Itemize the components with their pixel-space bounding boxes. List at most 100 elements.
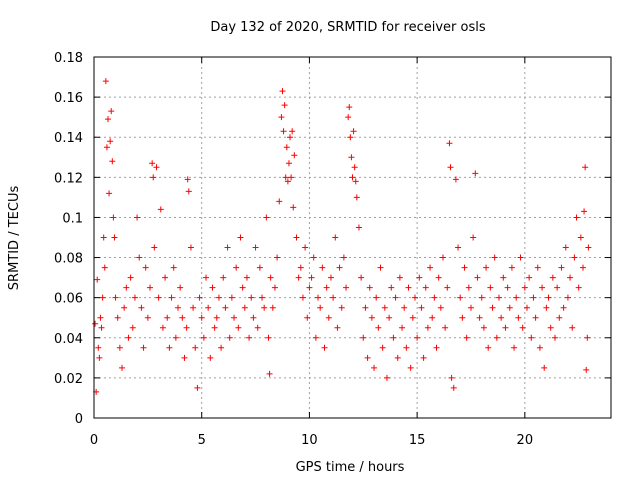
x-tick-label: 10 xyxy=(301,433,318,448)
data-point xyxy=(140,344,147,351)
data-point xyxy=(185,188,192,195)
data-point xyxy=(571,254,578,261)
data-point xyxy=(153,164,160,171)
data-point xyxy=(551,334,558,341)
data-point xyxy=(515,314,522,321)
data-point xyxy=(467,304,474,311)
y-tick-label: 0.16 xyxy=(54,91,83,106)
data-point xyxy=(142,264,149,271)
data-point xyxy=(450,384,457,391)
data-point xyxy=(405,284,412,291)
data-point xyxy=(366,284,373,291)
data-point xyxy=(131,294,138,301)
data-point xyxy=(444,284,451,291)
data-point xyxy=(575,284,582,291)
data-point xyxy=(102,78,109,85)
data-point xyxy=(381,304,388,311)
data-point xyxy=(96,354,103,361)
data-point xyxy=(256,264,263,271)
data-point xyxy=(532,314,539,321)
data-point xyxy=(280,128,287,135)
data-point xyxy=(347,134,354,141)
data-point xyxy=(175,304,182,311)
data-point xyxy=(261,304,268,311)
y-tick-label: 0.04 xyxy=(54,332,83,347)
data-point xyxy=(207,354,214,361)
data-point xyxy=(287,134,294,141)
data-point xyxy=(343,284,350,291)
data-point xyxy=(271,284,278,291)
data-point xyxy=(215,294,222,301)
data-point xyxy=(209,284,216,291)
data-point xyxy=(123,284,130,291)
data-point xyxy=(246,334,253,341)
data-point xyxy=(346,104,353,111)
data-point xyxy=(325,314,332,321)
data-point xyxy=(334,324,341,331)
data-point xyxy=(252,244,259,251)
data-point xyxy=(521,284,528,291)
data-point xyxy=(489,304,496,311)
data-point xyxy=(213,314,220,321)
x-tick-label: 20 xyxy=(517,433,534,448)
data-point xyxy=(530,294,537,301)
data-point xyxy=(465,284,472,291)
data-point xyxy=(284,178,291,185)
data-point xyxy=(433,344,440,351)
data-point xyxy=(310,254,317,261)
data-points xyxy=(92,78,592,395)
data-point xyxy=(200,334,207,341)
data-point xyxy=(336,264,343,271)
data-point xyxy=(345,114,352,121)
x-tick-label: 0 xyxy=(90,433,98,448)
plot-frame xyxy=(93,56,612,419)
y-tick-label: 0.18 xyxy=(54,51,83,66)
data-point xyxy=(447,164,454,171)
data-point xyxy=(493,334,500,341)
data-point xyxy=(485,344,492,351)
data-point xyxy=(504,284,511,291)
data-point xyxy=(157,206,164,213)
data-point xyxy=(179,314,186,321)
x-axis-label: GPS time / hours xyxy=(296,460,405,475)
data-point xyxy=(237,234,244,241)
data-point xyxy=(491,254,498,261)
data-point xyxy=(351,164,358,171)
data-point xyxy=(203,274,210,281)
data-point xyxy=(248,294,255,301)
data-point xyxy=(164,314,171,321)
data-point xyxy=(297,264,304,271)
data-point xyxy=(111,234,118,241)
data-point xyxy=(585,244,592,251)
data-point xyxy=(348,154,355,161)
data-point xyxy=(526,274,533,281)
data-point xyxy=(302,244,309,251)
data-point xyxy=(196,294,203,301)
data-point xyxy=(283,144,290,151)
data-point xyxy=(241,304,248,311)
data-point xyxy=(183,324,190,331)
data-point xyxy=(416,274,423,281)
data-point xyxy=(129,324,136,331)
data-point xyxy=(340,254,347,261)
data-point xyxy=(422,284,429,291)
data-point xyxy=(581,208,588,215)
data-point xyxy=(362,304,369,311)
data-point xyxy=(375,324,382,331)
data-point xyxy=(394,354,401,361)
data-point xyxy=(263,214,270,221)
data-point xyxy=(259,294,266,301)
data-point xyxy=(513,294,520,301)
data-point xyxy=(327,274,334,281)
data-point xyxy=(461,264,468,271)
data-point xyxy=(420,354,427,361)
data-point xyxy=(577,234,584,241)
data-point xyxy=(211,324,218,331)
chart-title: Day 132 of 2020, SRMTID for receiver osl… xyxy=(210,20,486,35)
data-point xyxy=(511,344,518,351)
data-point xyxy=(97,314,104,321)
data-point xyxy=(250,314,257,321)
data-point xyxy=(127,274,134,281)
data-point xyxy=(119,364,126,371)
data-point xyxy=(276,198,283,205)
